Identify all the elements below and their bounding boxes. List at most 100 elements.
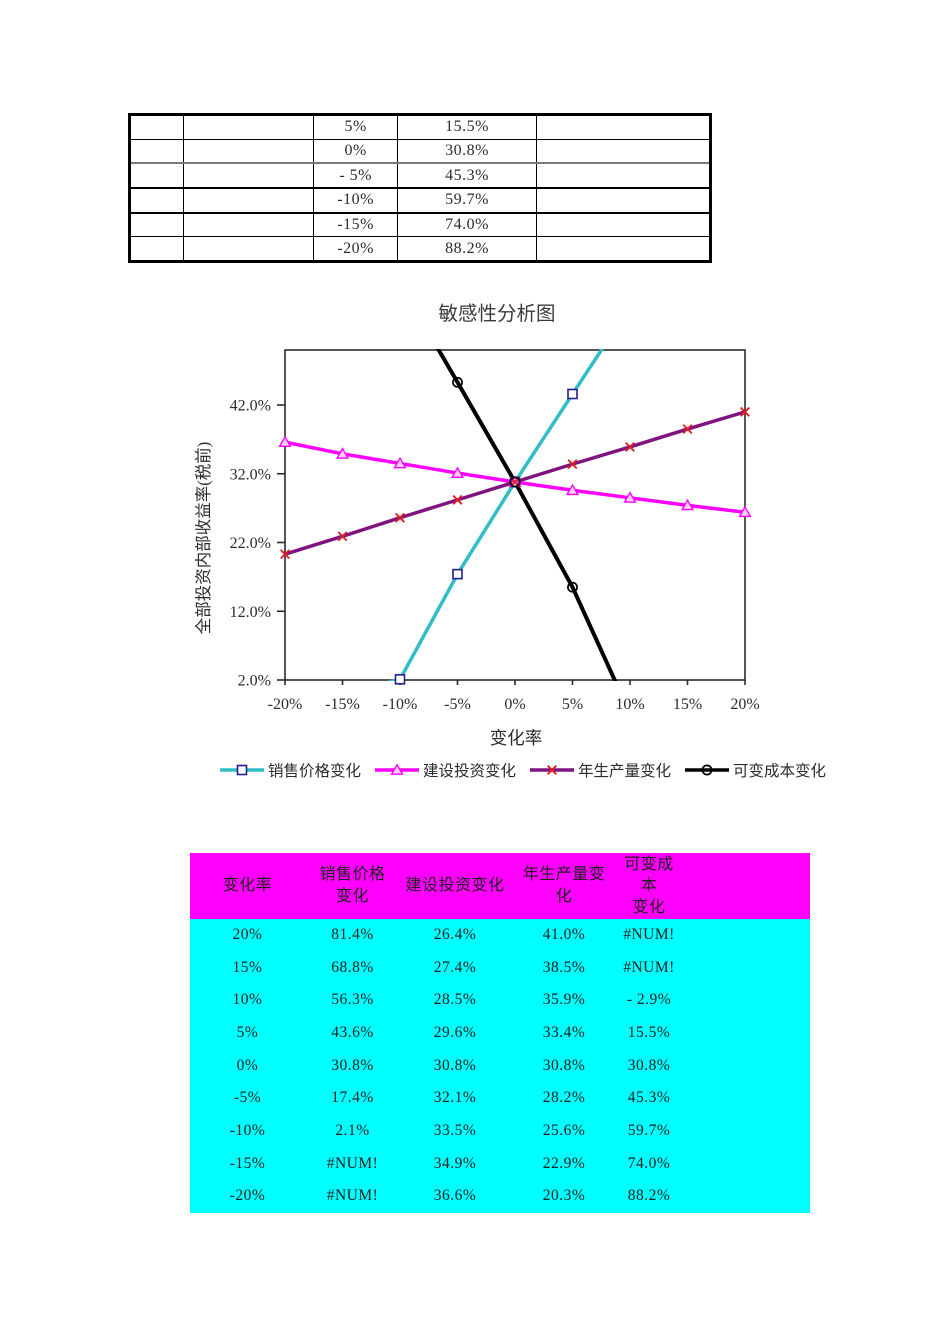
- table-cell: [131, 139, 185, 163]
- chart-title: 敏感性分析图: [438, 303, 555, 325]
- table-cell: 30.8%: [542, 1056, 586, 1074]
- table-row: -15% #NUM! 34.9% 22.9% 74.0%: [190, 1147, 810, 1181]
- table-cell: - 5%: [314, 164, 399, 188]
- y-tick-label: 2.0%: [238, 673, 271, 690]
- table-cell: [131, 237, 185, 261]
- table-cell: 74.0%: [398, 213, 537, 237]
- x-tick-label: 10%: [615, 696, 644, 713]
- table-row: -20% #NUM! 36.6% 20.3% 88.2%: [190, 1180, 810, 1214]
- table-cell: 45.3%: [627, 1089, 671, 1107]
- table-cell: 36.6%: [433, 1187, 477, 1205]
- table-cell: - 2.9%: [626, 991, 672, 1009]
- plot-area: [284, 349, 746, 681]
- x-tick-label: -20%: [268, 696, 303, 713]
- table-cell: [184, 189, 315, 212]
- table-cell: 56.3%: [331, 991, 374, 1009]
- table-row: 15% 68.8% 27.4% 38.5% #NUM!: [190, 951, 810, 985]
- y-tick-label: 32.0%: [230, 466, 271, 483]
- legend-marker-icon: [219, 764, 264, 776]
- x-tick-label: -15%: [325, 696, 360, 713]
- table-cell: 88.2%: [398, 237, 537, 261]
- table-cell: [680, 1180, 810, 1213]
- table-cell: 30.8%: [433, 1056, 477, 1074]
- table-cell: [680, 952, 810, 985]
- table-cell: 34.9%: [433, 1154, 477, 1172]
- legend-label: 年生产量变化: [578, 763, 672, 780]
- table-cell: 30.8%: [627, 1056, 671, 1074]
- table-cell: [537, 164, 709, 187]
- table-cell: 45.3%: [398, 164, 537, 188]
- table-cell: -20%: [314, 237, 399, 261]
- table-cell: 33.5%: [433, 1121, 477, 1139]
- y-tick-label: 12.0%: [230, 604, 271, 621]
- y-tick-label: 22.0%: [230, 535, 271, 552]
- table-cell: [537, 237, 709, 260]
- table-cell: 22.9%: [542, 1154, 586, 1172]
- table-cell: 43.6%: [331, 1023, 374, 1041]
- column-header: 变化率: [222, 877, 273, 895]
- table-cell: -15%: [314, 213, 399, 237]
- table-cell: 28.2%: [542, 1089, 586, 1107]
- x-tick-label: -10%: [383, 696, 418, 713]
- table-cell: -10%: [314, 189, 399, 212]
- legend-marker-icon: [374, 763, 419, 775]
- table-cell: 5%: [314, 116, 399, 139]
- column-header: [680, 853, 810, 919]
- chart-legend: 销售价格变化 建设投资变化 年生产量变化 可变成本变化: [95, 756, 950, 784]
- column-header: 可变成本 变化: [624, 855, 674, 916]
- table-cell: [680, 1017, 810, 1050]
- table-cell: 59.7%: [627, 1121, 671, 1139]
- table-cell: 20%: [232, 925, 263, 943]
- legend-label: 可变成本变化: [733, 763, 827, 780]
- table-cell: [131, 164, 185, 188]
- table-cell: 38.5%: [542, 958, 586, 976]
- table-cell: 35.9%: [542, 991, 586, 1009]
- table-cell: -15%: [229, 1154, 266, 1172]
- table-cell: 30.8%: [398, 139, 537, 163]
- table-cell: #NUM!: [623, 958, 675, 976]
- table-cell: [680, 1050, 810, 1083]
- table-row: 20% 81.4% 26.4% 41.0% #NUM!: [190, 919, 810, 952]
- x-tick-label: -5%: [444, 696, 471, 713]
- table-cell: 26.4%: [433, 925, 477, 943]
- table-cell: -10%: [229, 1121, 266, 1139]
- series-markers-3: [452, 376, 578, 593]
- table-cell: 29.6%: [433, 1023, 477, 1041]
- table-cell: #NUM!: [326, 1187, 379, 1205]
- table-cell: 88.2%: [627, 1187, 671, 1205]
- x-tick-label: 15%: [673, 696, 702, 713]
- legend-item: 年生产量变化: [529, 759, 671, 781]
- x-axis-title: 变化率: [490, 728, 543, 748]
- legend-marker-icon: [685, 764, 730, 776]
- bottom-table: 变化率 销售价格 变化 建设投资变化 年生产量变 化可变成本 变化 20% 81.4% 26…: [190, 853, 810, 1214]
- table-row: 0% 30.8%: [131, 139, 709, 165]
- table-row: - 5% 45.3%: [131, 164, 709, 190]
- table-cell: [680, 984, 810, 1017]
- table-cell: [537, 214, 709, 237]
- table-row: -20% 88.2%: [131, 237, 709, 261]
- table-cell: 0%: [236, 1056, 259, 1074]
- table-cell: [184, 237, 315, 261]
- table-cell: 15.5%: [398, 116, 537, 139]
- table-cell: 27.4%: [433, 958, 477, 976]
- table-cell: [680, 1148, 810, 1181]
- table-cell: 30.8%: [331, 1056, 374, 1074]
- table-cell: 59.7%: [398, 189, 537, 212]
- legend-item: 建设投资变化: [374, 759, 516, 781]
- table-cell: [184, 116, 315, 139]
- table-cell: [537, 116, 709, 139]
- table-cell: 81.4%: [331, 925, 374, 943]
- table-cell: 5%: [236, 1023, 259, 1041]
- table-cell: [131, 189, 185, 212]
- x-tick-label: 5%: [562, 696, 583, 713]
- table-cell: [131, 213, 185, 237]
- legend-label: 销售价格变化: [267, 763, 361, 780]
- table-cell: [131, 116, 185, 139]
- legend-marker-icon: [530, 765, 574, 775]
- y-tick-label: 42.0%: [230, 398, 271, 415]
- table-cell: 15.5%: [627, 1023, 671, 1041]
- table-cell: #NUM!: [326, 1154, 379, 1172]
- legend-label: 建设投资变化: [422, 763, 516, 780]
- table-row: 5% 43.6% 29.6% 33.4% 15.5%: [190, 1017, 810, 1050]
